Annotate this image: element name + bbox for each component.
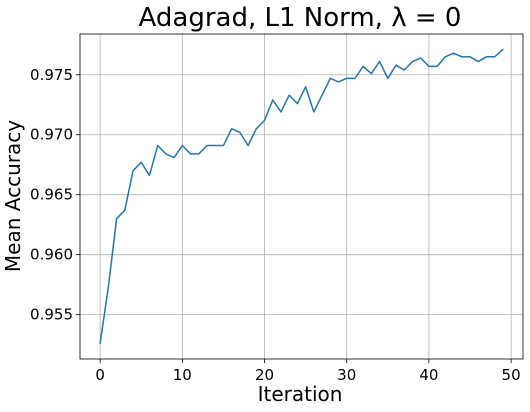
accuracy-series-line — [99, 48, 504, 345]
y-tick-label: 0.970 — [30, 126, 73, 144]
y-tick-label: 0.955 — [30, 306, 73, 324]
x-tick-label: 10 — [173, 366, 192, 384]
x-tick-label: 0 — [95, 366, 105, 384]
y-tick-label: 0.965 — [30, 186, 73, 204]
axes-frame — [79, 33, 524, 360]
x-tick-label: 40 — [419, 366, 438, 384]
y-tick-label: 0.960 — [30, 246, 73, 264]
x-tick-label: 30 — [337, 366, 356, 384]
grid-lines — [80, 34, 523, 359]
series-lines — [99, 48, 504, 345]
y-axis-label: Mean Accuracy — [1, 120, 25, 272]
x-axis-label: Iteration — [258, 382, 343, 406]
x-tick-label: 20 — [255, 366, 274, 384]
x-tick-label: 50 — [502, 366, 521, 384]
axis-ticks: 0 10 20 30 40 50 0.955 0.960 0.965 0.970 0.975 — [30, 66, 521, 384]
chart-title: Adagrad, L1 Norm, λ = 0 — [139, 3, 462, 33]
y-tick-label: 0.975 — [30, 66, 73, 84]
